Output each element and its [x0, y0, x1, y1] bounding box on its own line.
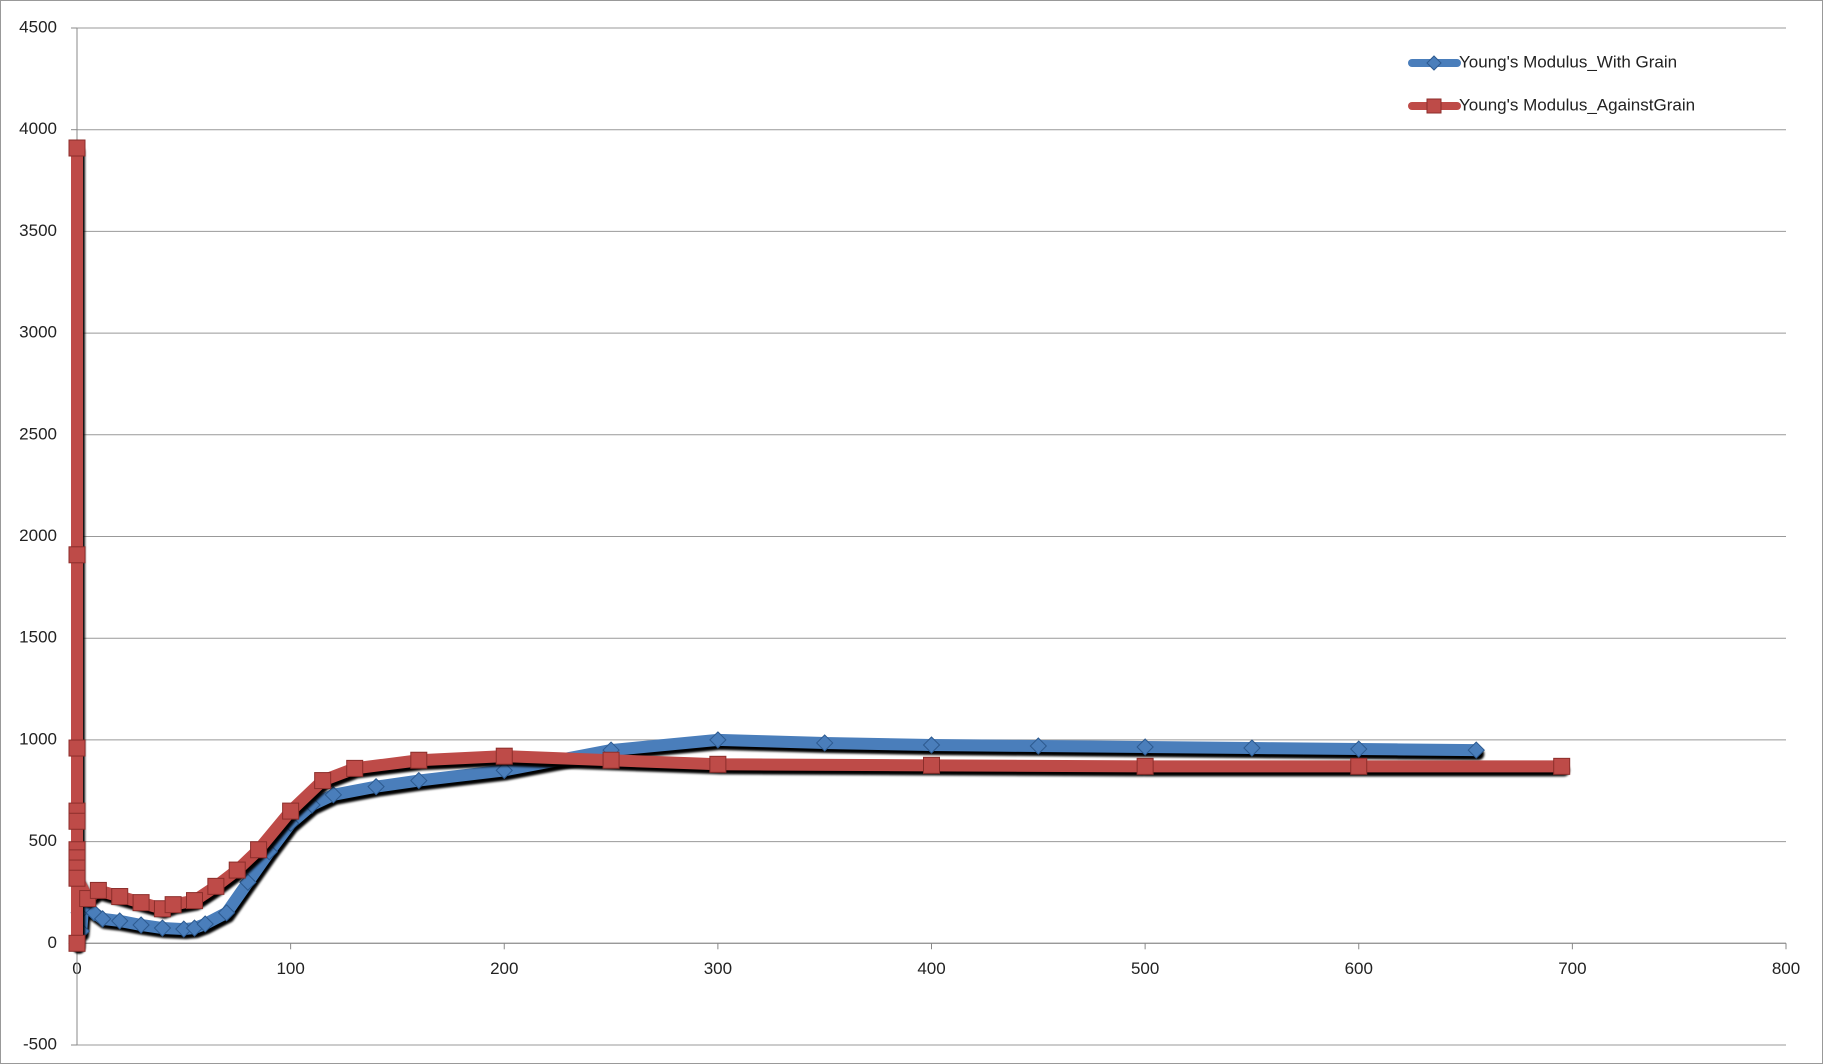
marker: [1136, 738, 1154, 756]
marker: [1029, 737, 1048, 755]
y-tick-label: 3000: [19, 323, 57, 342]
marker: [93, 910, 112, 928]
legend-label: Young's Modulus_AgainstGrain: [1459, 95, 1695, 114]
x-tick-label: 500: [1131, 959, 1159, 978]
marker: [89, 881, 107, 899]
marker: [346, 759, 364, 777]
x-tick-label: 100: [276, 959, 304, 978]
marker: [1243, 739, 1261, 757]
y-tick-label: 1000: [19, 729, 57, 748]
x-tick-label: 700: [1558, 959, 1586, 978]
x-tick-label: 300: [704, 959, 732, 978]
marker: [111, 912, 129, 930]
marker: [68, 546, 86, 564]
marker: [1553, 757, 1571, 775]
marker: [922, 736, 941, 754]
marker: [196, 915, 214, 933]
y-tick-label: 4000: [19, 119, 57, 138]
marker: [282, 802, 300, 820]
marker: [495, 747, 513, 765]
legend-label: Young's Modulus_With Grain: [1459, 52, 1677, 71]
marker: [495, 761, 513, 780]
marker: [815, 734, 834, 752]
marker: [1350, 740, 1368, 758]
marker: [923, 756, 940, 774]
marker: [185, 892, 203, 910]
x-tick-label: 400: [917, 959, 945, 978]
marker: [250, 841, 268, 859]
marker: [68, 812, 86, 830]
marker: [68, 934, 86, 952]
marker: [324, 786, 343, 804]
marker: [153, 919, 172, 937]
x-tick-label: 800: [1772, 959, 1800, 978]
y-tick-label: 1500: [19, 628, 57, 647]
marker: [132, 894, 150, 912]
y-tick-label: 2500: [19, 424, 57, 443]
marker: [164, 896, 182, 914]
marker: [68, 139, 86, 157]
marker: [602, 751, 620, 769]
x-tick-label: 200: [490, 959, 518, 978]
y-tick-label: 500: [29, 831, 57, 850]
marker: [709, 731, 727, 749]
marker: [228, 861, 246, 879]
y-tick-label: -500: [23, 1034, 57, 1053]
marker: [68, 739, 86, 757]
legend-marker: [1426, 98, 1442, 114]
marker: [367, 777, 385, 796]
marker: [709, 755, 727, 773]
y-tick-label: 3500: [19, 221, 57, 240]
marker: [410, 751, 428, 769]
y-tick-label: 4500: [19, 17, 57, 36]
x-tick-label: 600: [1345, 959, 1373, 978]
marker: [1350, 757, 1368, 775]
marker: [314, 772, 332, 790]
marker: [207, 877, 225, 895]
marker: [68, 869, 86, 887]
y-tick-label: 0: [48, 933, 57, 952]
marker: [132, 916, 150, 934]
y-tick-label: 2000: [19, 526, 57, 545]
marker: [1136, 757, 1154, 775]
marker: [410, 771, 428, 790]
legend-marker: [1426, 55, 1442, 71]
marker: [111, 888, 129, 906]
marker: [1467, 741, 1485, 759]
marker: [217, 904, 236, 922]
